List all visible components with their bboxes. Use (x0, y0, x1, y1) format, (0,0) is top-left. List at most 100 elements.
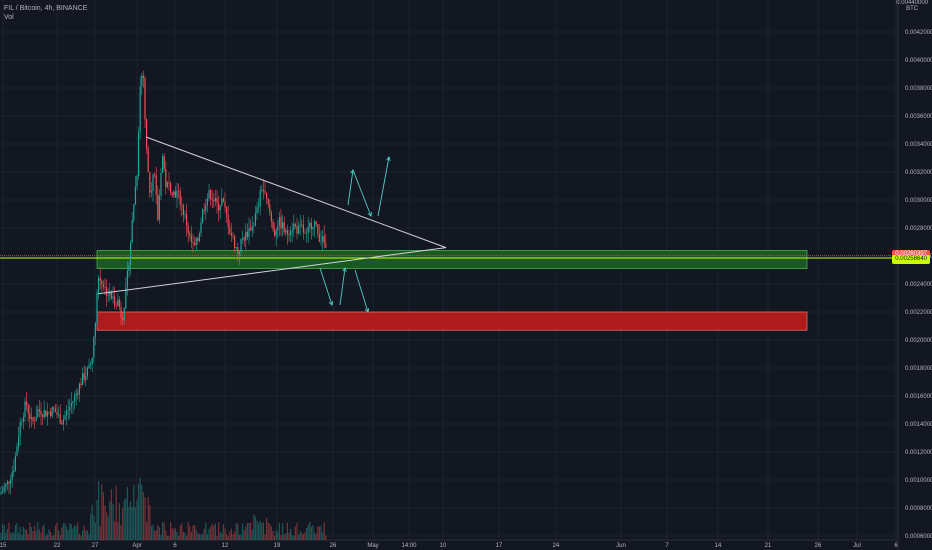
candle-body (46, 411, 48, 417)
arrow-head (364, 307, 370, 313)
volume-bar (304, 532, 306, 540)
candle-body (163, 156, 165, 169)
volume-bar (110, 489, 112, 540)
symbol-title[interactable]: FIL / Bitcoin, 4h, BINANCE (4, 5, 88, 12)
x-tick-label: 27 (92, 543, 99, 549)
candle-body (91, 357, 93, 364)
candle-body (237, 247, 239, 255)
volume-bar (179, 525, 181, 540)
x-tick-label: 22 (54, 543, 61, 549)
candle-body (112, 296, 114, 299)
volume-bar (189, 526, 191, 540)
volume-bar (86, 530, 88, 540)
volume-bar (2, 523, 4, 540)
volume-bar (104, 505, 106, 540)
volume-bar (181, 523, 183, 540)
x-tick-label: 19 (274, 543, 281, 549)
time-axis[interactable]: 15 22 27 Apr 6 12 19 26 May 14:00 10 17 24 Jun 7 14 21 26… (0, 543, 898, 549)
candle-body (256, 207, 258, 214)
candle-body (264, 191, 266, 193)
volume-bar (85, 530, 87, 540)
volume-bar (90, 513, 92, 540)
volume-bar (202, 533, 204, 540)
zones (0, 249, 898, 331)
volume-bar (224, 528, 226, 540)
candle-body (149, 172, 151, 193)
volume-bar (157, 524, 159, 540)
volume-bar (187, 522, 189, 540)
candle-body (213, 200, 215, 202)
volume-bar (320, 525, 322, 540)
candle-body (152, 174, 154, 192)
volume-bar (184, 532, 186, 540)
candle-body (118, 299, 120, 308)
candle-body (21, 421, 23, 423)
candle-body (194, 243, 196, 246)
volume-bar (53, 534, 55, 540)
candle-body (254, 213, 256, 226)
volume-bar (213, 525, 215, 540)
candle-body (141, 75, 143, 87)
candle-body (272, 221, 274, 230)
price-axis[interactable]: 0.00420000 0.00400000 0.00380000 0.00360000… (905, 30, 932, 540)
volume-bar (29, 522, 31, 540)
candle-body (54, 408, 56, 413)
volume-bar (278, 523, 280, 540)
volume-bar (165, 530, 167, 540)
volume-bar (26, 529, 28, 540)
y-tick-label: 0.00140000 (905, 422, 932, 428)
candle-body (282, 222, 284, 229)
candle-body (62, 419, 64, 425)
candle-body (235, 247, 237, 248)
volume-bar (152, 524, 154, 540)
candle-body (243, 237, 245, 241)
volume-bar (270, 526, 272, 540)
volume-bar (30, 527, 32, 540)
volume-bar (230, 528, 232, 540)
candle-body (285, 230, 287, 233)
volume-bar (205, 522, 207, 540)
volume-bar (142, 492, 144, 540)
volume-bar (318, 526, 320, 540)
candle-body (298, 226, 300, 234)
candle-body (99, 277, 101, 281)
volume-bar (322, 532, 324, 540)
candle-body (266, 192, 268, 199)
volume-bar (262, 522, 264, 540)
volume-bar (163, 522, 165, 540)
currency-label: BTC (906, 6, 919, 12)
volume-bar (173, 529, 175, 540)
arrow-head (386, 156, 391, 161)
candle-body (155, 174, 157, 195)
volume-bar (16, 523, 18, 540)
candle-body (184, 214, 186, 215)
candle-body (315, 221, 317, 225)
x-tick-label: 21 (765, 543, 772, 549)
candle-body (10, 479, 12, 484)
candle-body (240, 239, 242, 252)
candle-body (51, 407, 53, 417)
arrow-head (342, 267, 347, 272)
candle-body (181, 204, 183, 206)
candle-body (101, 280, 103, 285)
volume-bar (96, 499, 98, 540)
candle-body (189, 233, 191, 236)
volume-bar (290, 528, 292, 540)
top-price-label: 0.00440000 (896, 0, 928, 6)
volume-bar (114, 521, 116, 540)
candle-body (86, 367, 88, 377)
volume-bar (254, 516, 256, 540)
candle-body (19, 422, 21, 437)
candle-body (197, 238, 199, 242)
volume-bar (282, 523, 284, 540)
x-tick-label: 12 (222, 543, 229, 549)
volume-bar (94, 522, 96, 540)
volume-bar (101, 484, 103, 540)
candle-body (29, 413, 31, 419)
candle-body (6, 481, 8, 485)
candle-body (13, 470, 15, 472)
volume-bar (80, 535, 82, 540)
volume-bar (109, 501, 111, 540)
volume-bar (13, 532, 15, 540)
